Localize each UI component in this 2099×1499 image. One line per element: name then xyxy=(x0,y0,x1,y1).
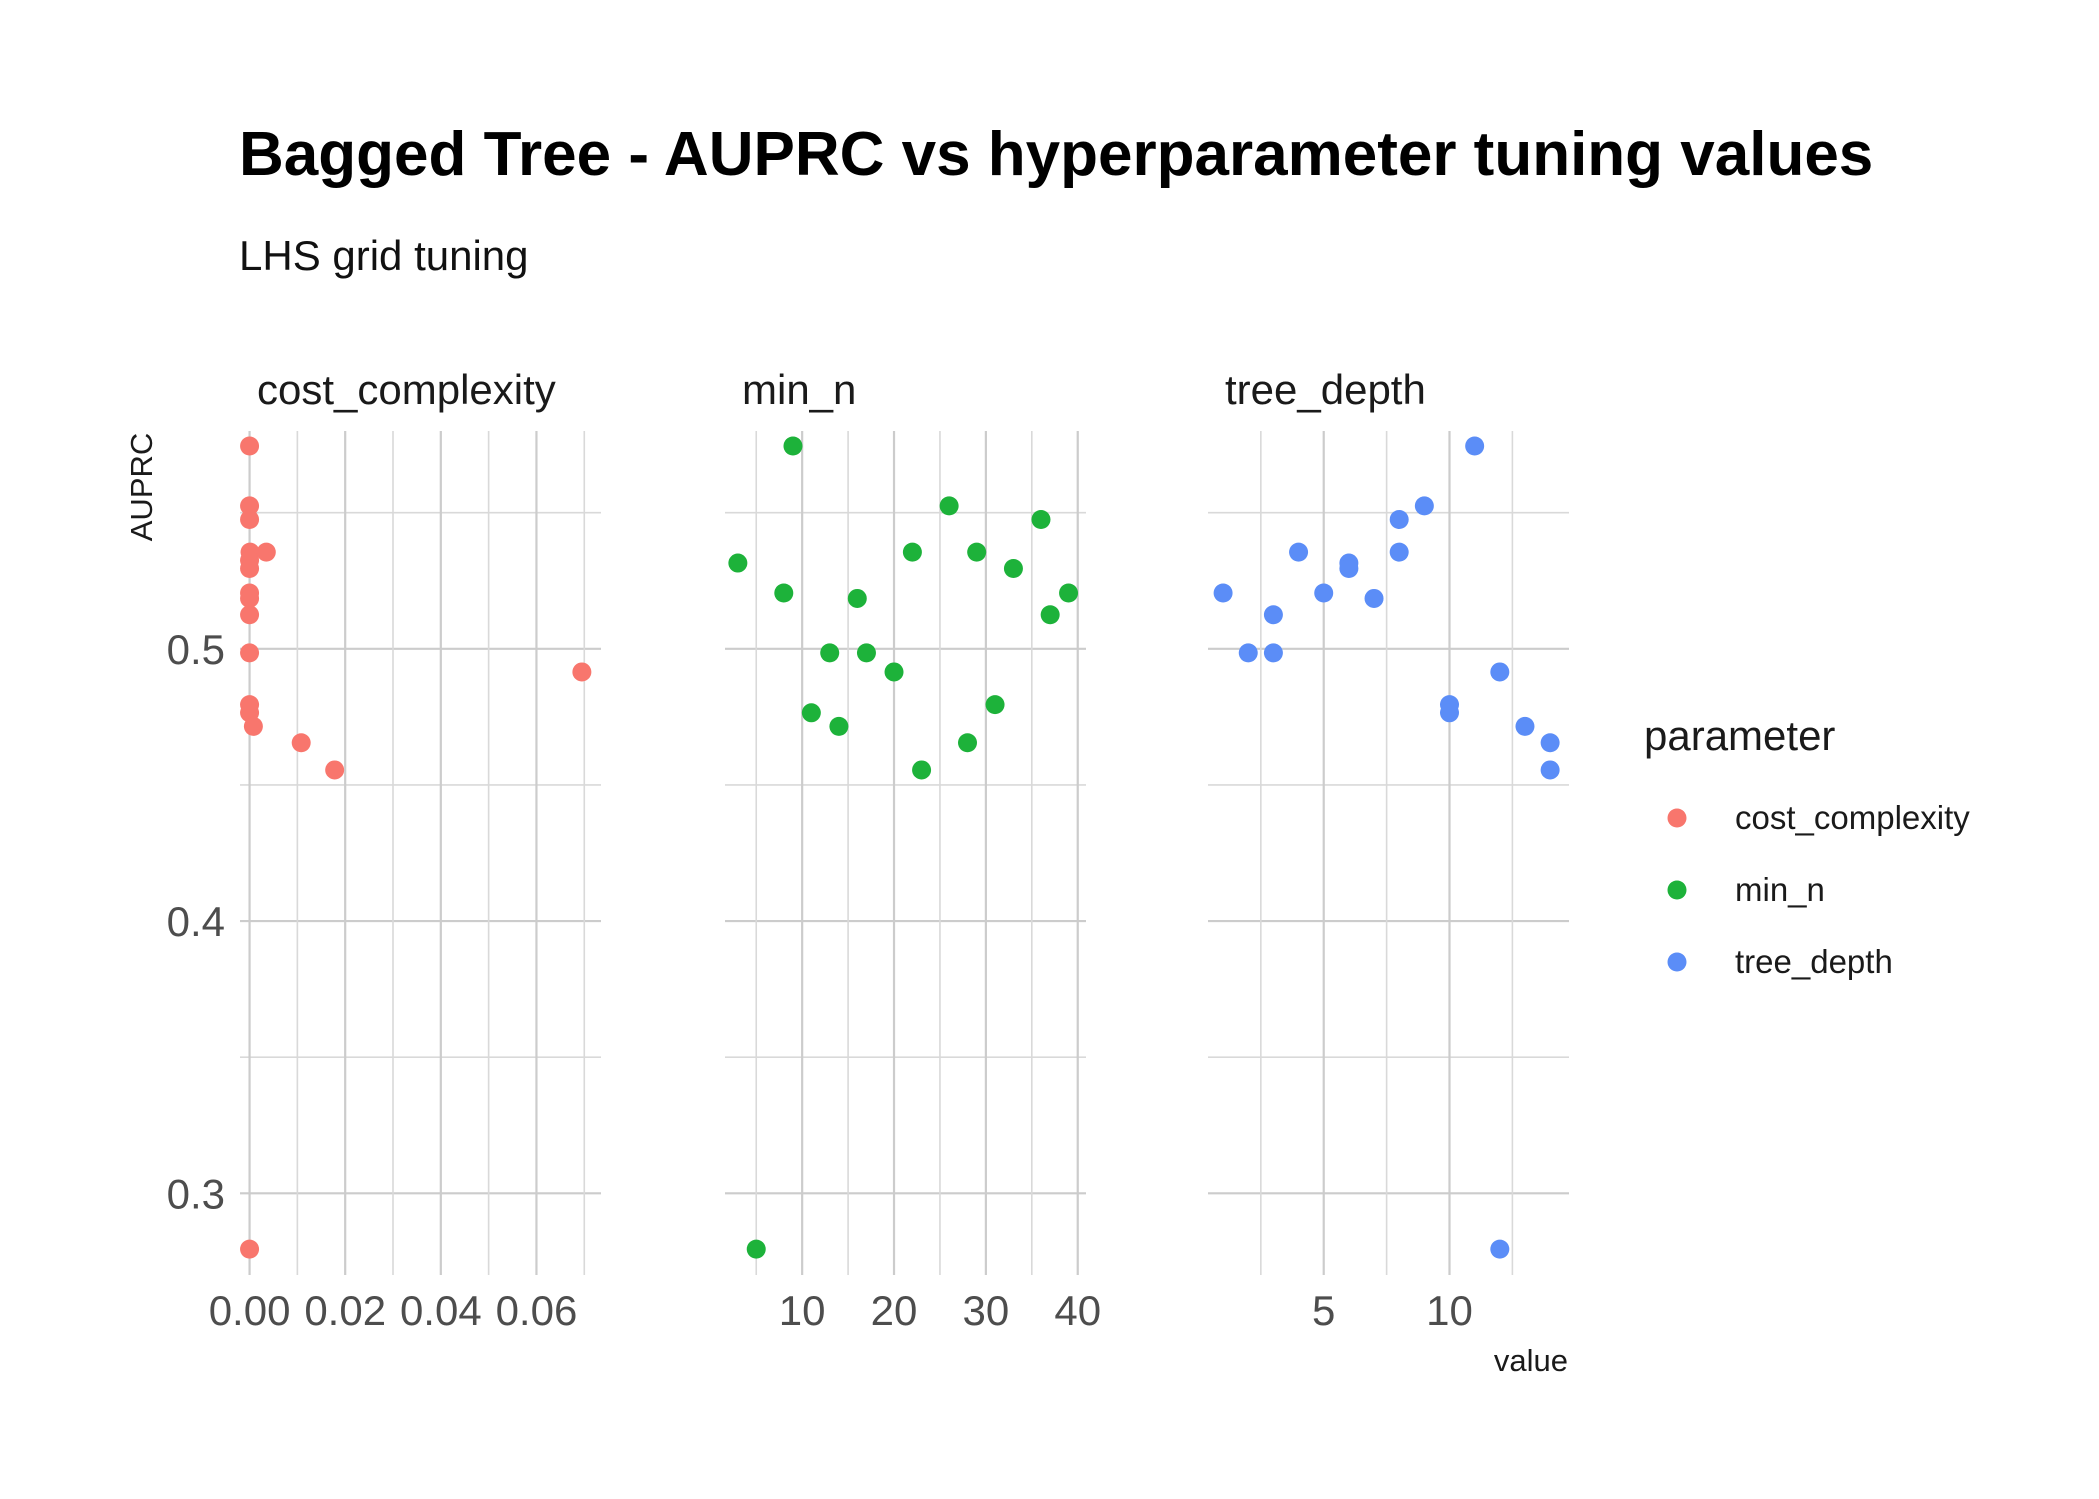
data-point-min-n xyxy=(884,662,904,682)
x-axis-label: value xyxy=(1494,1343,1568,1378)
strip-label-min-n: min_n xyxy=(742,366,856,413)
panel-tree-depth: tree_depth 5 10 xyxy=(1208,366,1569,1334)
data-point-cost-complexity xyxy=(572,662,592,682)
facet-panels: cost_complexity 0.00 0.02 0.04 0.06 0.3 0.4 0.5… xyxy=(167,366,1569,1334)
data-point-cost-complexity xyxy=(256,542,276,562)
data-point-cost-complexity xyxy=(240,643,260,663)
data-point-min-n xyxy=(856,643,876,663)
data-point-min-n xyxy=(820,643,840,663)
data-point-cost-complexity xyxy=(240,496,260,516)
data-point-min-n xyxy=(783,436,803,456)
data-point-min-n xyxy=(958,733,978,753)
data-point-min-n xyxy=(728,553,748,573)
data-point-min-n xyxy=(985,695,1005,715)
data-point-tree-depth xyxy=(1540,733,1560,753)
legend-key-tree-depth xyxy=(1667,952,1687,972)
data-point-tree-depth xyxy=(1364,588,1384,608)
data-point-cost-complexity xyxy=(240,1239,260,1259)
data-point-min-n xyxy=(746,1239,766,1259)
data-point-tree-depth xyxy=(1389,509,1409,529)
legend-title: parameter xyxy=(1644,712,1835,759)
data-point-min-n xyxy=(1040,605,1060,625)
strip-label-tree-depth: tree_depth xyxy=(1225,366,1426,413)
data-point-min-n xyxy=(1059,583,1079,603)
data-point-tree-depth xyxy=(1213,583,1233,603)
data-point-cost-complexity xyxy=(240,509,260,529)
data-point-tree-depth xyxy=(1490,662,1510,682)
data-point-cost-complexity xyxy=(291,733,311,753)
data-point-min-n xyxy=(939,496,959,516)
data-point-cost-complexity xyxy=(243,716,263,736)
x-tick-label: 20 xyxy=(871,1287,918,1334)
x-tick-label: 0.04 xyxy=(400,1287,482,1334)
y-axis-label: AUPRC xyxy=(124,433,159,542)
x-tick-label: 10 xyxy=(1426,1287,1473,1334)
data-point-min-n xyxy=(801,703,821,723)
x-tick-label: 0.00 xyxy=(209,1287,291,1334)
x-tick-label: 10 xyxy=(779,1287,826,1334)
data-point-tree-depth xyxy=(1389,542,1409,562)
legend-key-cost-complexity xyxy=(1667,808,1687,828)
x-tick-label: 30 xyxy=(963,1287,1010,1334)
data-point-min-n xyxy=(829,716,849,736)
data-point-min-n xyxy=(1003,558,1023,578)
panel-cost-complexity: cost_complexity 0.00 0.02 0.04 0.06 0.3 0.4 0.5 xyxy=(167,366,601,1334)
legend: parameter cost_complexity min_n tree_depth xyxy=(1644,712,1970,980)
data-point-tree-depth xyxy=(1440,703,1460,723)
data-point-min-n xyxy=(774,583,794,603)
data-point-tree-depth xyxy=(1465,436,1485,456)
y-tick-label: 0.3 xyxy=(167,1170,225,1217)
data-point-cost-complexity xyxy=(325,760,345,780)
y-tick-label: 0.5 xyxy=(167,626,225,673)
data-point-cost-complexity xyxy=(240,436,260,456)
data-point-tree-depth xyxy=(1490,1239,1510,1259)
data-point-tree-depth xyxy=(1339,558,1359,578)
y-tick-label: 0.4 xyxy=(167,898,225,945)
legend-label-tree-depth: tree_depth xyxy=(1735,943,1893,980)
data-point-tree-depth xyxy=(1263,643,1283,663)
x-tick-label: 0.06 xyxy=(496,1287,578,1334)
data-point-min-n xyxy=(847,588,867,608)
x-tick-label: 5 xyxy=(1312,1287,1335,1334)
data-point-min-n xyxy=(912,760,932,780)
data-point-tree-depth xyxy=(1289,542,1309,562)
legend-label-min-n: min_n xyxy=(1735,871,1825,908)
legend-label-cost-complexity: cost_complexity xyxy=(1735,799,1970,836)
chart-subtitle: LHS grid tuning xyxy=(239,232,529,279)
data-point-tree-depth xyxy=(1515,716,1535,736)
data-point-min-n xyxy=(902,542,922,562)
data-point-tree-depth xyxy=(1263,605,1283,625)
data-point-cost-complexity xyxy=(240,588,260,608)
x-tick-label: 0.02 xyxy=(304,1287,386,1334)
data-point-cost-complexity xyxy=(240,558,260,578)
data-point-tree-depth xyxy=(1238,643,1258,663)
panel-min-n: min_n 10 20 30 40 xyxy=(725,366,1101,1334)
chart-title: Bagged Tree - AUPRC vs hyperparameter tu… xyxy=(239,120,1873,189)
legend-key-min-n xyxy=(1667,880,1687,900)
data-point-cost-complexity xyxy=(240,605,260,625)
x-tick-label: 40 xyxy=(1054,1287,1101,1334)
data-point-min-n xyxy=(1031,509,1051,529)
data-point-tree-depth xyxy=(1314,583,1334,603)
strip-label-cost-complexity: cost_complexity xyxy=(257,366,556,413)
data-point-min-n xyxy=(967,542,987,562)
data-point-tree-depth xyxy=(1414,496,1434,516)
data-point-tree-depth xyxy=(1540,760,1560,780)
